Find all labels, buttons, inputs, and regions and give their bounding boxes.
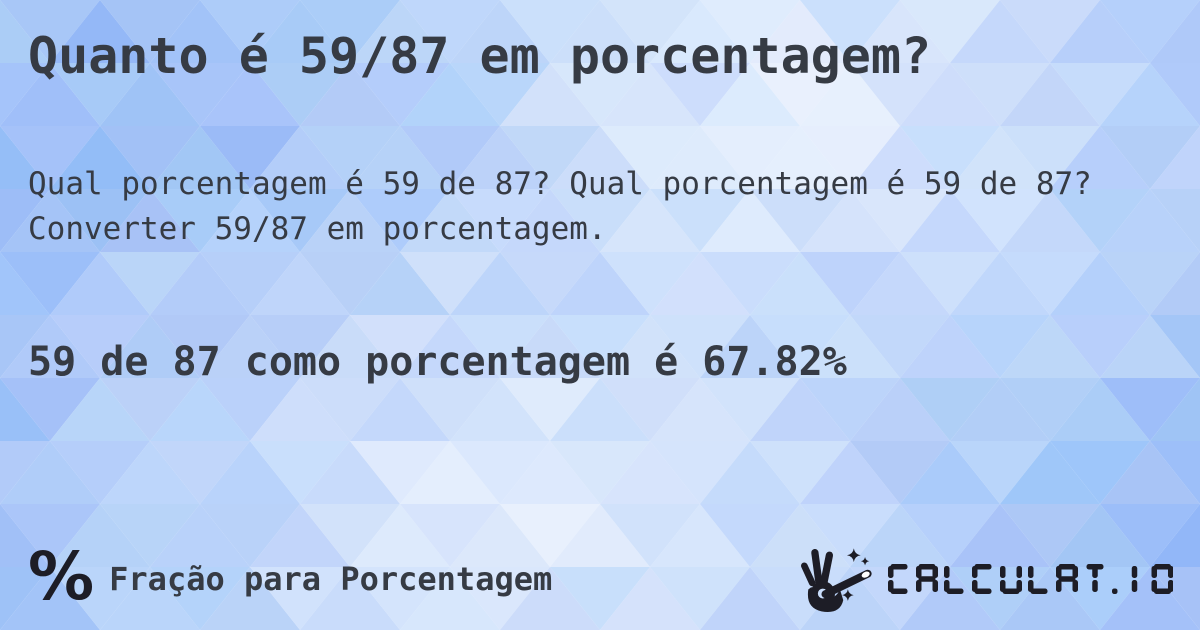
page-title: Quanto é 59/87 em porcentagem? — [28, 27, 932, 85]
brand-logo — [792, 546, 1173, 612]
brand-wordmark — [887, 564, 1173, 594]
magic-wand-hand-icon — [800, 548, 872, 612]
answer-text: 59 de 87 como porcentagem é 67.82% — [28, 339, 847, 385]
category-badge: % Fração para Porcentagem — [28, 538, 553, 615]
category-label: Fração para Porcentagem — [109, 560, 553, 598]
page-description: Qual porcentagem é 59 de 87? Qual porcen… — [28, 166, 1092, 247]
percent-icon: % — [28, 538, 95, 615]
footer: % Fração para Porcentagem — [0, 544, 1200, 614]
